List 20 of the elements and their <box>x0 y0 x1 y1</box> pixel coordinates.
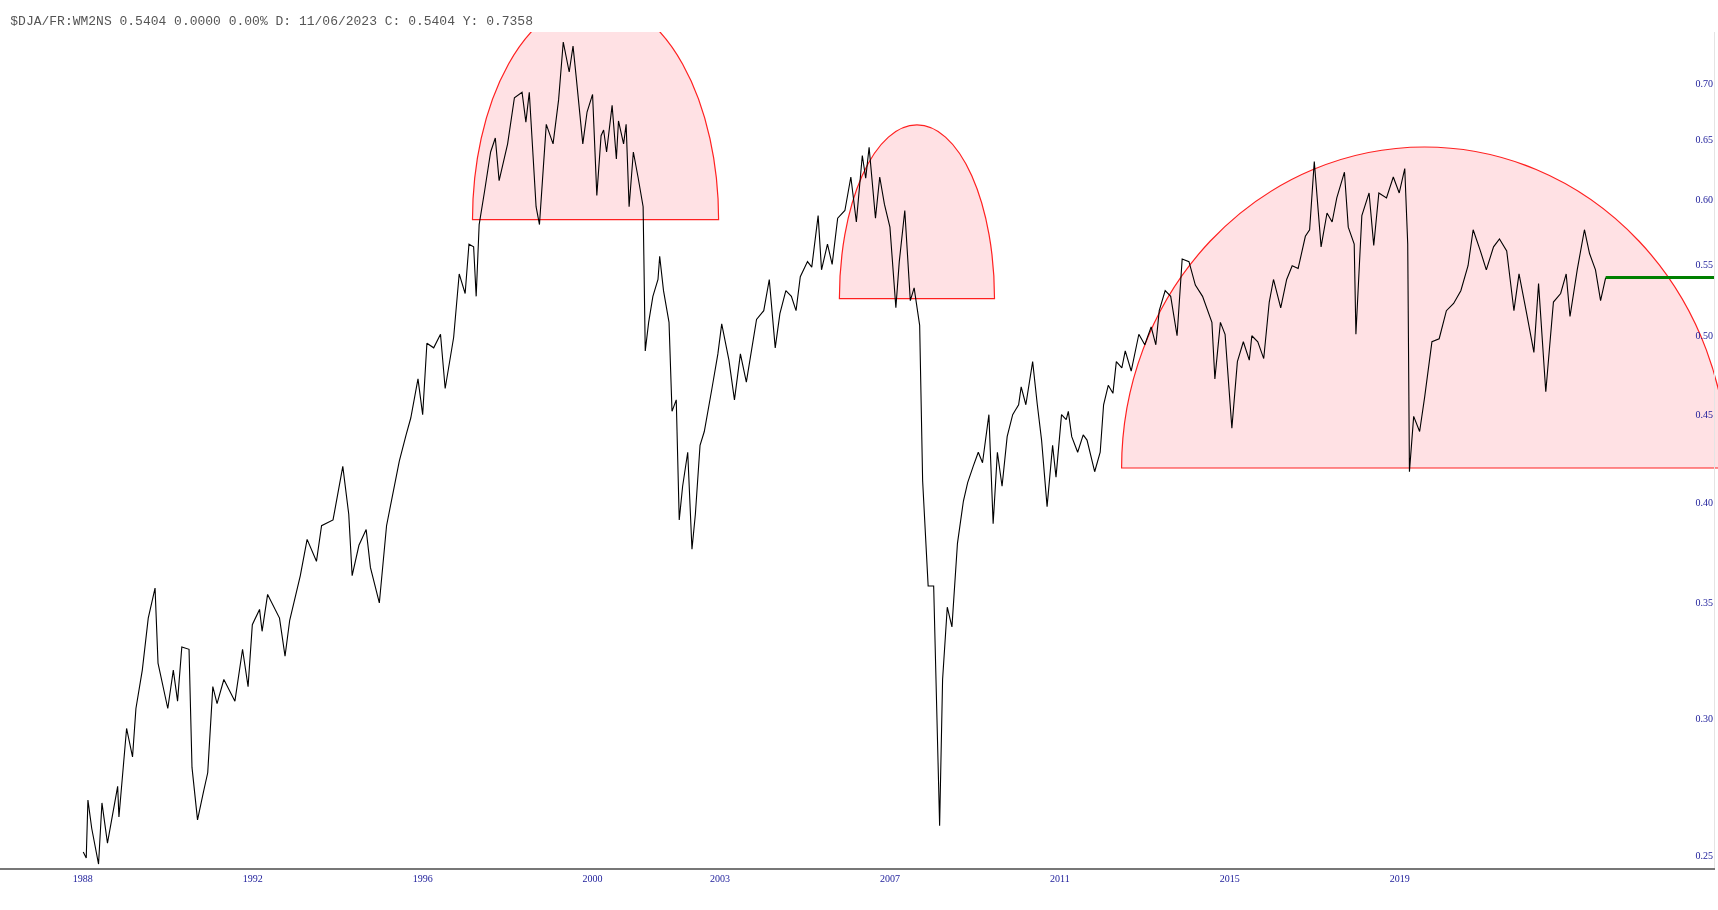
x-tick-label: 2007 <box>879 873 900 884</box>
y-tick-label: 0.60 <box>1695 193 1713 205</box>
x-tick-label: 2003 <box>710 873 731 884</box>
y-tick-label: 0.55 <box>1695 258 1713 270</box>
x-tick-label: 2011 <box>1050 873 1070 884</box>
y-tick-label: 0.40 <box>1695 497 1713 509</box>
x-tick-label: 1996 <box>412 873 433 884</box>
line-series <box>82 41 1607 865</box>
x-tick-label: 1988 <box>72 873 93 884</box>
y-tick-label: 0.30 <box>1695 712 1713 724</box>
y-tick-label: 0.45 <box>1695 409 1713 421</box>
x-tick-label: 1992 <box>242 873 263 884</box>
x-tick-label: 2015 <box>1219 873 1240 884</box>
y-tick-label: 0.65 <box>1695 133 1713 145</box>
y-tick-label: 0.25 <box>1695 849 1713 861</box>
chart-title: $DJA/FR:WM2NS 0.5404 0.0000 0.00% D: 11/06/2023 C: 0.5404 Y: 0.7358 <box>10 13 533 29</box>
y-tick-label: 0.35 <box>1695 597 1713 609</box>
x-tick-label: 2000 <box>582 873 603 884</box>
y-tick-label: 0.70 <box>1695 78 1713 90</box>
x-tick-label: 2019 <box>1389 873 1410 884</box>
